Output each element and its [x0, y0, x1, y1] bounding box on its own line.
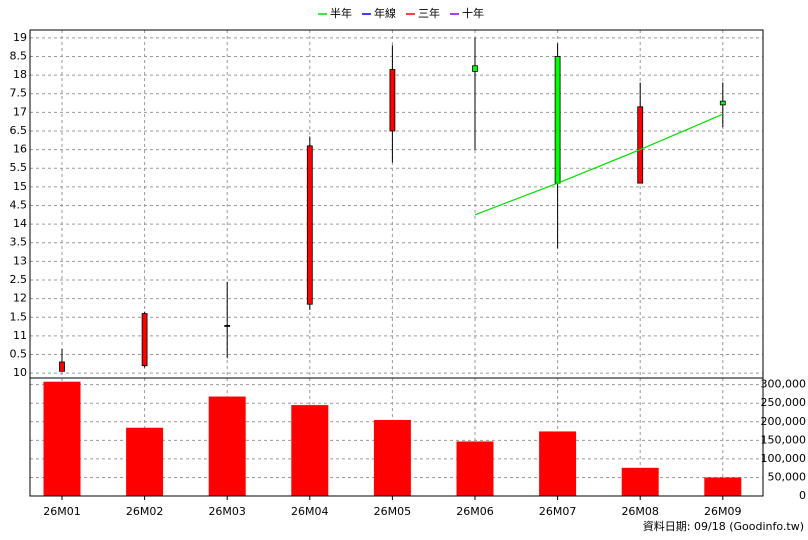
x-tick-label: 26M09	[704, 505, 742, 518]
candle-body	[719, 100, 726, 106]
y-tick-label: 0	[799, 489, 806, 502]
x-tick-label: 26M05	[374, 505, 412, 518]
x-tick-label: 26M07	[539, 505, 577, 518]
y-tick-label: 15	[13, 180, 27, 193]
y-tick-label: 2.5	[10, 273, 28, 286]
y-tick-label: 5.5	[10, 161, 28, 174]
y-tick-label: 19	[13, 31, 27, 44]
legend-label: 三年	[418, 6, 440, 20]
y-tick-label: 4.5	[10, 198, 28, 211]
bar	[456, 441, 494, 496]
bar	[621, 467, 659, 496]
candle-body	[59, 361, 65, 372]
y-tick-label: 16	[13, 143, 27, 156]
bar	[704, 477, 742, 496]
bar	[539, 431, 577, 496]
x-tick-label: 26M03	[208, 505, 246, 518]
bar	[43, 381, 81, 496]
y-tick-label: 200,000	[761, 415, 807, 428]
y-tick-label: 250,000	[761, 396, 807, 409]
legend-label: 半年	[330, 6, 352, 20]
legend-label: 十年	[462, 6, 484, 20]
footer: 資料日期: 09/18 (Goodinfo.tw)	[643, 519, 804, 533]
x-tick-label: 26M01	[43, 505, 81, 518]
y-tick-label: 1.5	[10, 310, 28, 323]
plot-frame	[29, 377, 764, 497]
y-tick-label: 11	[13, 329, 27, 342]
line-series	[474, 113, 724, 216]
y-tick-label: 14	[13, 217, 27, 230]
x-tick-label: 26M08	[621, 505, 659, 518]
candle-body	[554, 56, 561, 184]
y-tick-label: 100,000	[761, 452, 807, 465]
y-tick-label: 3.5	[10, 236, 28, 249]
bar	[291, 405, 329, 496]
y-tick-label: 6.5	[10, 124, 28, 137]
candle-body	[389, 69, 396, 132]
y-tick-label: 50,000	[768, 470, 807, 483]
bar	[208, 396, 246, 496]
candle-body	[472, 65, 478, 72]
x-tick-label: 26M02	[126, 505, 164, 518]
bar	[126, 427, 164, 496]
y-tick-label: 12	[13, 292, 27, 305]
y-tick-label: 13	[13, 254, 27, 267]
candle-body	[141, 313, 148, 367]
candle-body	[637, 106, 644, 184]
legend-label: 年線	[374, 6, 396, 20]
bar	[373, 419, 411, 496]
y-tick-label: 0.5	[10, 348, 28, 361]
x-tick-label: 26M04	[291, 505, 329, 518]
y-tick-label: 10	[13, 366, 27, 379]
candle-body	[224, 325, 231, 327]
x-tick-label: 26M06	[456, 505, 494, 518]
y-tick-label: 150,000	[761, 433, 807, 446]
y-tick-label: 18	[13, 68, 27, 81]
y-tick-label: 8.5	[10, 49, 28, 62]
candle-body	[306, 145, 313, 305]
y-tick-label: 7.5	[10, 87, 28, 100]
y-tick-label: 17	[13, 105, 27, 118]
y-tick-label: 300,000	[761, 378, 807, 391]
